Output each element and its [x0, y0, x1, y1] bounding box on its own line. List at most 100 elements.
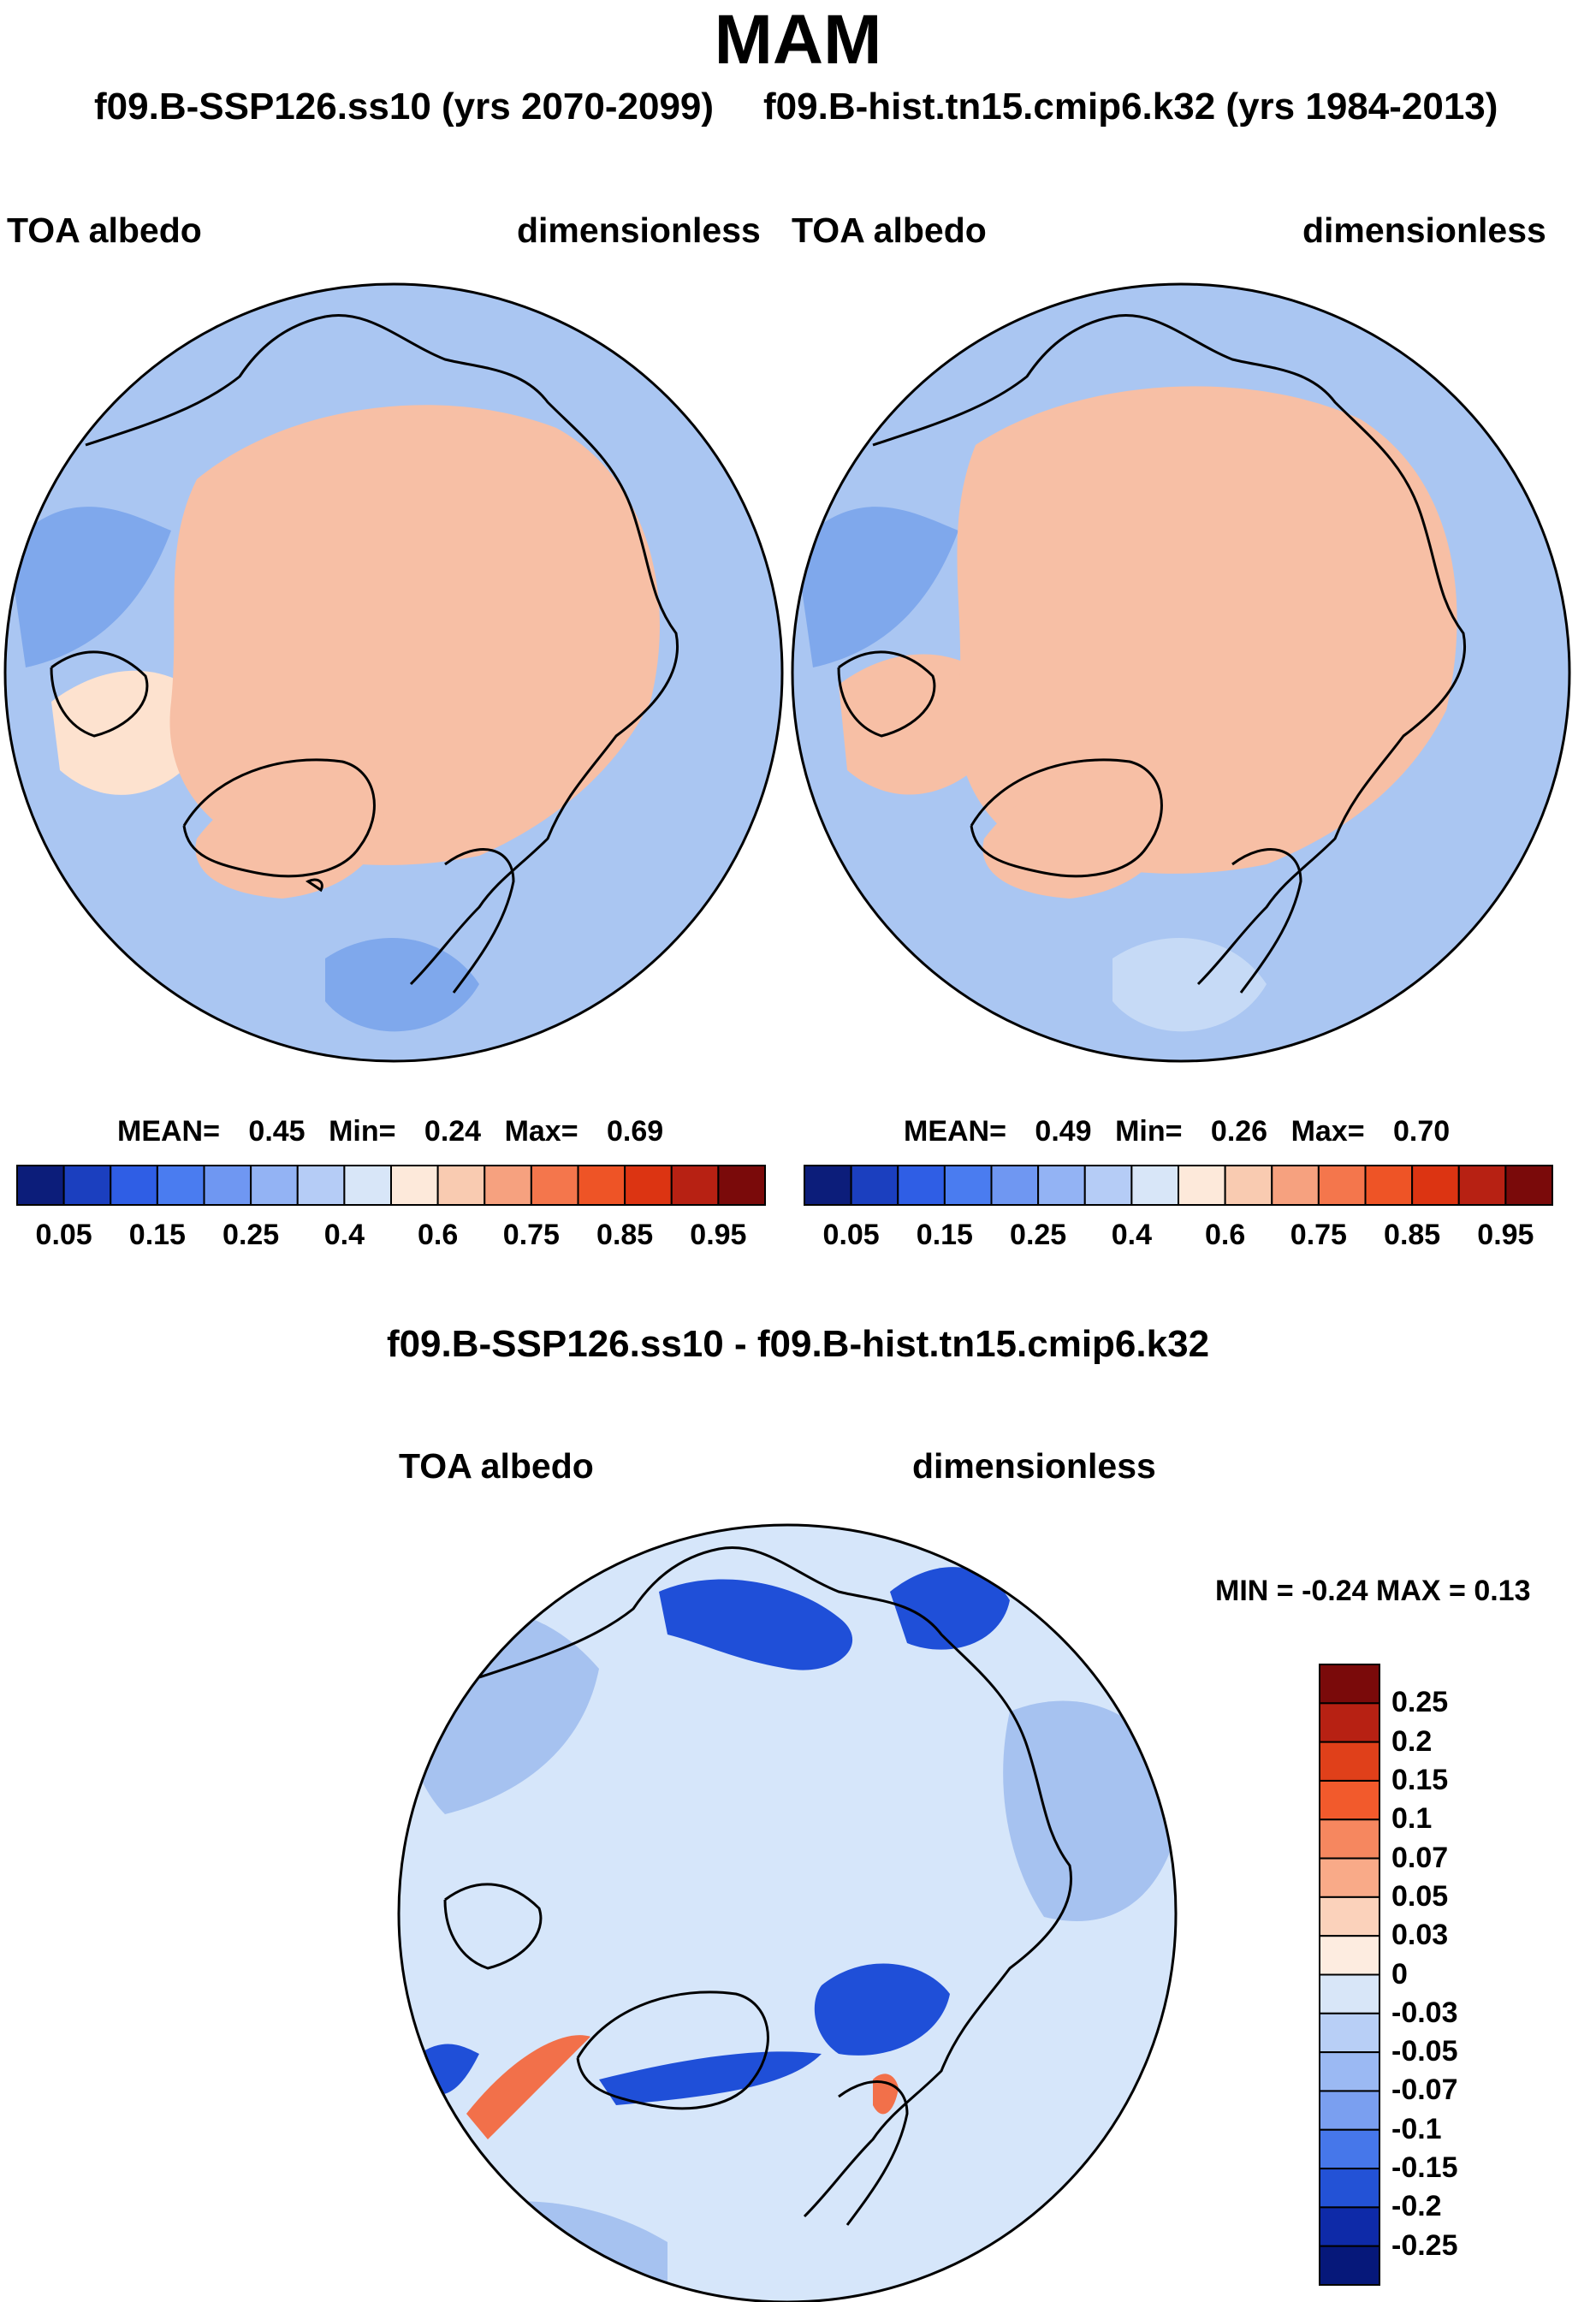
right-tick-label: 0.6: [1204, 1219, 1246, 1251]
diff-variable-label: TOA albedo: [399, 1446, 594, 1486]
left-tick-label: 0.15: [128, 1219, 186, 1251]
diff-colorbar-box-8: [1319, 1973, 1380, 2014]
left-colorbar-box-5: [250, 1165, 299, 1206]
diff-atlantic-negative: [1003, 1700, 1176, 1921]
left-colorbar-box-9: [436, 1165, 486, 1206]
right-tick-label: 0.75: [1290, 1219, 1347, 1251]
diff-colorbar-box-4: [1319, 1818, 1380, 1860]
right-colorbar-box-7: [1130, 1165, 1179, 1206]
diff-colorbar-box-0: [1319, 1664, 1380, 1705]
right-colorbar-box-5: [1037, 1165, 1086, 1206]
diff-colorbar-box-9: [1319, 2012, 1380, 2054]
left-tick-label: 0.75: [502, 1219, 560, 1251]
right-tick-label: 0.25: [1010, 1219, 1067, 1251]
left-colorbar-box-3: [156, 1165, 205, 1206]
diff-chukotka-strong-negative: [890, 1567, 1010, 1650]
diff-greenland-sea-strong-negative: [599, 2051, 822, 2105]
right-variable-label: TOA albedo: [792, 211, 987, 250]
left-variable-label: TOA albedo: [7, 211, 202, 250]
left-coastlines: [50, 314, 679, 994]
diff-units-label: dimensionless: [912, 1446, 1156, 1486]
left-mean-value: 0.45: [248, 1115, 306, 1148]
left-tick-label: 0.85: [596, 1219, 654, 1251]
left-tick-label: 0.95: [690, 1219, 747, 1251]
left-colorbar: [16, 1165, 766, 1206]
right-tick-label: 0.85: [1384, 1219, 1441, 1251]
right-norwegian-sea: [1112, 938, 1267, 1032]
left-min-label: Min=: [329, 1115, 396, 1148]
left-tick-label: 0.4: [323, 1219, 365, 1251]
diff-colorbar-box-1: [1319, 1702, 1380, 1743]
left-mean-label: MEAN=: [117, 1115, 220, 1148]
diff-tick-label: 0: [1391, 1957, 1408, 1991]
left-polar-map: [3, 282, 784, 1063]
diff-colorbar-box-7: [1319, 1935, 1380, 1976]
right-polar-map: [791, 282, 1571, 1063]
left-min-value: 0.24: [424, 1115, 482, 1148]
right-colorbar-box-3: [943, 1165, 993, 1206]
right-units-label: dimensionless: [1302, 211, 1546, 250]
diff-colorbar-box-3: [1319, 1779, 1380, 1821]
diff-colorbar: [1319, 1664, 1380, 2286]
left-colorbar-box-14: [670, 1165, 720, 1206]
diff-labrador-positive: [466, 2035, 590, 2139]
diff-map-border: [397, 1523, 1178, 2302]
diff-minmax: MIN = -0.24 MAX = 0.13: [1215, 1575, 1531, 1607]
right-panel-subtitle: f09.B-hist.tn15.cmip6.k32 (yrs 1984-2013…: [763, 86, 1498, 128]
left-tick-label: 0.05: [35, 1219, 92, 1251]
diff-polar-map: [397, 1523, 1178, 2302]
right-colorbar-box-6: [1083, 1165, 1133, 1206]
left-sea-ice-region: [169, 405, 660, 865]
right-tick-label: 0.05: [822, 1219, 880, 1251]
left-colorbar-box-0: [16, 1165, 65, 1206]
right-colorbar-box-0: [804, 1165, 852, 1206]
left-colorbar-box-1: [62, 1165, 112, 1206]
right-coastlines: [837, 314, 1466, 994]
right-mean-label: MEAN=: [904, 1115, 1006, 1148]
right-tick-label: 0.95: [1477, 1219, 1534, 1251]
right-colorbar-box-13: [1411, 1165, 1460, 1206]
diff-tick-label: 0.2: [1391, 1724, 1433, 1758]
diff-tick-label: 0.25: [1391, 1686, 1449, 1719]
diff-colorbar-box-6: [1319, 1896, 1380, 1937]
left-panel-subtitle: f09.B-SSP126.ss10 (yrs 2070-2099): [94, 86, 715, 128]
right-stats: MEAN= 0.49 Min= 0.26 Max= 0.70: [904, 1115, 1450, 1148]
right-max-value: 0.70: [1393, 1115, 1451, 1148]
diff-siberian-coast-strong-negative: [659, 1579, 853, 1670]
diff-colorbar-box-15: [1319, 2245, 1380, 2286]
diff-tick-label: 0.05: [1391, 1879, 1449, 1913]
right-colorbar: [804, 1165, 1553, 1206]
diff-tick-label: -0.15: [1391, 2151, 1458, 2185]
right-colorbar-box-11: [1317, 1165, 1367, 1206]
right-colorbar-box-2: [897, 1165, 946, 1206]
diff-tick-label: -0.25: [1391, 2228, 1458, 2262]
diff-coastlines: [443, 1546, 1072, 2226]
left-units-label: dimensionless: [517, 211, 761, 250]
right-colorbar-box-9: [1224, 1165, 1273, 1206]
right-min-label: Min=: [1115, 1115, 1183, 1148]
left-colorbar-box-2: [110, 1165, 158, 1206]
left-colorbar-box-15: [717, 1165, 766, 1206]
left-tick-label: 0.6: [417, 1219, 459, 1251]
right-colorbar-box-4: [990, 1165, 1040, 1206]
left-map-border: [3, 282, 784, 1063]
diff-colorbar-box-13: [1319, 2168, 1380, 2209]
left-max-value: 0.69: [607, 1115, 664, 1148]
diff-colorbar-box-11: [1319, 2090, 1380, 2131]
right-tick-label: 0.4: [1111, 1219, 1152, 1251]
diff-colorbar-box-12: [1319, 2128, 1380, 2170]
diff-colorbar-box-14: [1319, 2206, 1380, 2247]
diff-tick-label: -0.07: [1391, 2074, 1458, 2107]
diff-tick-label: 0.15: [1391, 1763, 1449, 1796]
left-colorbar-box-11: [530, 1165, 579, 1206]
right-tick-label: 0.15: [916, 1219, 973, 1251]
left-colorbar-box-7: [343, 1165, 392, 1206]
left-low-albedo-norwegian-sea: [325, 938, 479, 1032]
diff-tick-label: -0.1: [1391, 2112, 1442, 2145]
right-max-label: Max=: [1290, 1115, 1365, 1148]
right-min-value: 0.26: [1210, 1115, 1268, 1148]
left-colorbar-box-13: [624, 1165, 673, 1206]
diff-tick-label: -0.2: [1391, 2190, 1442, 2223]
diff-tick-label: -0.05: [1391, 2035, 1458, 2068]
right-colorbar-box-15: [1504, 1165, 1553, 1206]
